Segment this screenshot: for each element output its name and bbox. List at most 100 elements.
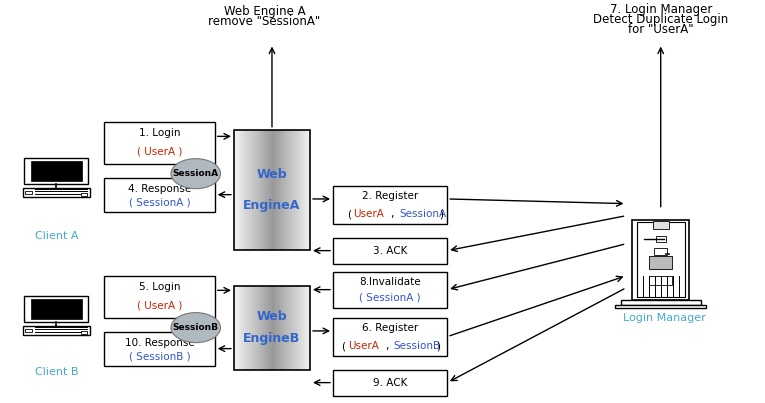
Text: SessionA: SessionA <box>173 169 219 178</box>
Bar <box>270 130 272 249</box>
Bar <box>23 188 90 197</box>
Bar <box>272 286 274 370</box>
Bar <box>257 286 259 370</box>
Text: 3. ACK: 3. ACK <box>373 246 407 256</box>
Text: Detect Duplicate Login: Detect Duplicate Login <box>593 13 728 26</box>
Bar <box>293 130 295 249</box>
Bar <box>287 286 289 370</box>
Text: EngineB: EngineB <box>243 332 301 345</box>
Bar <box>243 286 246 370</box>
Bar <box>654 248 667 255</box>
Text: ,: , <box>386 341 392 351</box>
Bar <box>236 130 238 249</box>
Bar <box>620 299 701 305</box>
Text: EngineA: EngineA <box>243 199 301 212</box>
Bar <box>283 130 285 249</box>
Bar <box>295 286 297 370</box>
Bar <box>269 286 270 370</box>
Ellipse shape <box>171 159 220 189</box>
Bar <box>333 238 448 264</box>
Bar <box>238 130 239 249</box>
Text: Web Engine A: Web Engine A <box>223 5 305 18</box>
Text: ( UserA ): ( UserA ) <box>137 147 182 157</box>
Bar <box>283 286 285 370</box>
Bar <box>649 276 672 285</box>
Text: remove "SessionA": remove "SessionA" <box>208 15 321 28</box>
Bar <box>287 130 289 249</box>
Bar <box>666 253 669 254</box>
Bar <box>31 299 82 319</box>
Text: ,: , <box>391 209 398 219</box>
Bar <box>25 191 32 195</box>
Bar <box>291 286 293 370</box>
Bar <box>104 276 215 318</box>
Bar <box>308 286 310 370</box>
Bar <box>282 130 283 249</box>
Bar <box>304 130 306 249</box>
Bar <box>291 130 293 249</box>
Bar <box>278 130 279 249</box>
Bar <box>297 286 298 370</box>
Bar <box>295 130 297 249</box>
Text: ( SessionB ): ( SessionB ) <box>129 351 190 361</box>
Text: for "UserA": for "UserA" <box>628 23 694 36</box>
Bar <box>302 130 304 249</box>
Bar <box>257 130 259 249</box>
Bar <box>234 286 236 370</box>
Bar <box>301 286 302 370</box>
Bar <box>249 130 251 249</box>
Text: (: ( <box>341 341 345 351</box>
Text: SessionB: SessionB <box>173 323 219 332</box>
Bar <box>261 130 262 249</box>
Text: 7. Login Manager: 7. Login Manager <box>610 3 712 16</box>
Text: 2. Register: 2. Register <box>362 191 418 201</box>
Text: ): ) <box>436 341 440 351</box>
Bar <box>239 130 242 249</box>
Bar <box>259 130 261 249</box>
Bar <box>104 178 215 212</box>
Text: 6. Register: 6. Register <box>362 323 418 333</box>
Text: Login Manager: Login Manager <box>623 313 706 323</box>
Bar <box>308 130 310 249</box>
Bar <box>259 286 261 370</box>
Bar <box>81 330 87 334</box>
Text: 1. Login: 1. Login <box>138 129 181 138</box>
Bar <box>81 193 87 196</box>
Text: SessionB: SessionB <box>393 341 441 351</box>
Text: 5. Login: 5. Login <box>138 283 181 293</box>
Bar <box>274 286 276 370</box>
Text: Client B: Client B <box>34 367 78 377</box>
Bar <box>24 158 88 185</box>
Ellipse shape <box>171 313 220 343</box>
Bar <box>333 370 448 396</box>
Bar <box>253 286 255 370</box>
Bar <box>293 286 295 370</box>
Bar <box>23 326 90 335</box>
Bar <box>104 332 215 366</box>
Bar <box>278 286 279 370</box>
Text: 8.Invalidate: 8.Invalidate <box>360 277 421 287</box>
Bar <box>242 286 243 370</box>
Bar <box>653 221 669 229</box>
Bar <box>279 286 282 370</box>
Text: Client A: Client A <box>34 231 78 241</box>
Bar <box>104 122 215 164</box>
Bar <box>279 130 282 249</box>
Bar <box>276 130 278 249</box>
Text: ( UserA ): ( UserA ) <box>137 301 182 311</box>
Bar <box>31 161 82 181</box>
Bar <box>289 286 291 370</box>
Bar <box>297 130 298 249</box>
Bar <box>289 130 291 249</box>
Text: Web: Web <box>257 168 288 181</box>
Bar <box>24 295 88 322</box>
Text: (: ( <box>347 209 350 219</box>
Bar <box>239 286 242 370</box>
Bar <box>234 130 310 249</box>
Bar <box>234 130 236 249</box>
Bar <box>247 130 249 249</box>
Bar <box>649 256 672 269</box>
Bar <box>632 220 689 299</box>
Bar <box>243 130 246 249</box>
Bar <box>265 130 266 249</box>
